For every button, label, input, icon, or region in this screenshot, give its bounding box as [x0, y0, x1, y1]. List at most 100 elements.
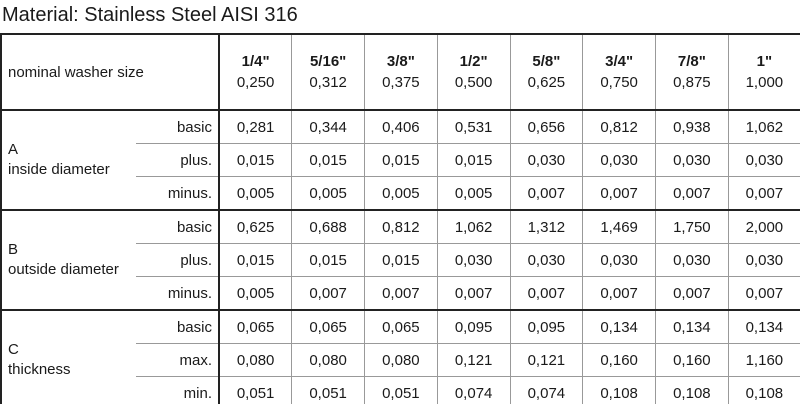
size-fraction: 5/8"	[509, 33, 584, 72]
size-fraction: 5/16"	[291, 33, 365, 72]
size-fraction: 7/8"	[655, 33, 729, 72]
value-cell: 0,007	[655, 176, 729, 211]
size-decimal: 0,875	[655, 72, 729, 111]
value-cell: 0,134	[655, 309, 729, 344]
value-cell: 0,812	[582, 109, 656, 144]
value-cell: 0,007	[436, 276, 511, 311]
header-row: nominal washer size 1/4" 5/16" 3/8" 1/2" 5/8"…	[0, 33, 800, 111]
group-letter: B	[8, 241, 19, 258]
size-fraction: 1"	[727, 33, 800, 72]
value-cell: 0,005	[436, 176, 511, 211]
value-cell: 0,134	[727, 309, 800, 344]
value-cell: 0,005	[218, 176, 293, 211]
value-cell: 1,312	[509, 209, 584, 244]
value-cell: 0,007	[727, 276, 800, 311]
value-cell: 0,015	[436, 143, 511, 177]
data-row: max. 0,080 0,080 0,080 0,121 0,121 0,160 0,160 1…	[1, 343, 800, 377]
value-cell: 0,030	[436, 243, 511, 277]
value-cell: 0,030	[727, 243, 800, 277]
value-cell: 0,080	[291, 343, 365, 377]
data-row: plus. 0,015 0,015 0,015 0,030 0,030 0,030 0,030…	[1, 243, 800, 277]
value-cell: 0,030	[727, 143, 800, 177]
size-decimal: 0,312	[291, 72, 365, 111]
page-title: Material: Stainless Steel AISI 316	[2, 4, 298, 26]
data-row: min. 0,051 0,051 0,051 0,074 0,074 0,108 0,108 0…	[1, 376, 800, 404]
value-cell: 0,095	[436, 309, 511, 344]
size-decimal: 0,500	[436, 72, 511, 111]
row-label: minus.	[136, 176, 220, 211]
value-cell: 0,938	[655, 109, 729, 144]
size-decimal: 0,375	[364, 72, 438, 111]
value-cell: 0,015	[291, 243, 365, 277]
value-cell: 0,007	[509, 176, 584, 211]
data-row: minus. 0,005 0,007 0,007 0,007 0,007 0,007 0,00…	[1, 276, 800, 311]
value-cell: 0,074	[436, 376, 511, 404]
group-name: thickness	[8, 361, 71, 378]
value-cell: 1,750	[655, 209, 729, 244]
value-cell: 1,062	[436, 209, 511, 244]
value-cell: 1,062	[727, 109, 800, 144]
group-name: outside diameter	[8, 261, 119, 278]
value-cell: 0,005	[364, 176, 438, 211]
value-cell: 0,007	[727, 176, 800, 211]
value-cell: 0,007	[655, 276, 729, 311]
value-cell: 0,015	[218, 143, 293, 177]
group-name: inside diameter	[8, 161, 110, 178]
washer-table: nominal washer size 1/4" 5/16" 3/8" 1/2" 5/8"…	[0, 33, 800, 404]
value-cell: 0,015	[218, 243, 293, 277]
value-cell: 0,160	[582, 343, 656, 377]
value-cell: 0,030	[509, 143, 584, 177]
value-cell: 0,030	[582, 243, 656, 277]
value-cell: 0,015	[364, 143, 438, 177]
value-cell: 0,065	[364, 309, 438, 344]
size-decimal: 0,250	[218, 72, 293, 111]
size-fraction: 1/4"	[218, 33, 293, 72]
value-cell: 0,065	[218, 309, 293, 344]
value-cell: 0,007	[582, 176, 656, 211]
value-cell: 0,080	[364, 343, 438, 377]
value-cell: 0,406	[364, 109, 438, 144]
row-label: basic	[136, 109, 220, 144]
value-cell: 0,134	[582, 309, 656, 344]
value-cell: 0,108	[655, 376, 729, 404]
group-letter: C	[8, 341, 19, 358]
value-cell: 0,095	[509, 309, 584, 344]
size-decimal: 0,750	[582, 72, 656, 111]
value-cell: 0,656	[509, 109, 584, 144]
value-cell: 0,065	[291, 309, 365, 344]
value-cell: 1,160	[727, 343, 800, 377]
value-cell: 0,051	[291, 376, 365, 404]
value-cell: 0,007	[509, 276, 584, 311]
value-cell: 0,108	[582, 376, 656, 404]
row-label: basic	[136, 209, 220, 244]
value-cell: 0,030	[655, 143, 729, 177]
header-label: nominal washer size	[0, 33, 220, 111]
value-cell: 0,005	[291, 176, 365, 211]
value-cell: 0,625	[218, 209, 293, 244]
row-label: plus.	[136, 243, 220, 277]
value-cell: 0,030	[582, 143, 656, 177]
size-fraction: 3/8"	[364, 33, 438, 72]
value-cell: 0,281	[218, 109, 293, 144]
value-cell: 1,469	[582, 209, 656, 244]
header-row: 0,250 0,312 0,375 0,500 0,625 0,750 0,875 1,000	[1, 72, 800, 111]
value-cell: 0,074	[509, 376, 584, 404]
data-row: plus. 0,015 0,015 0,015 0,015 0,030 0,030 0,030…	[1, 143, 800, 177]
value-cell: 0,688	[291, 209, 365, 244]
value-cell: 0,007	[291, 276, 365, 311]
size-fraction: 3/4"	[582, 33, 656, 72]
value-cell: 0,108	[727, 376, 800, 404]
size-fraction: 1/2"	[436, 33, 511, 72]
row-label: min.	[136, 376, 220, 404]
value-cell: 0,015	[364, 243, 438, 277]
value-cell: 0,121	[509, 343, 584, 377]
value-cell: 0,121	[436, 343, 511, 377]
value-cell: 0,015	[291, 143, 365, 177]
